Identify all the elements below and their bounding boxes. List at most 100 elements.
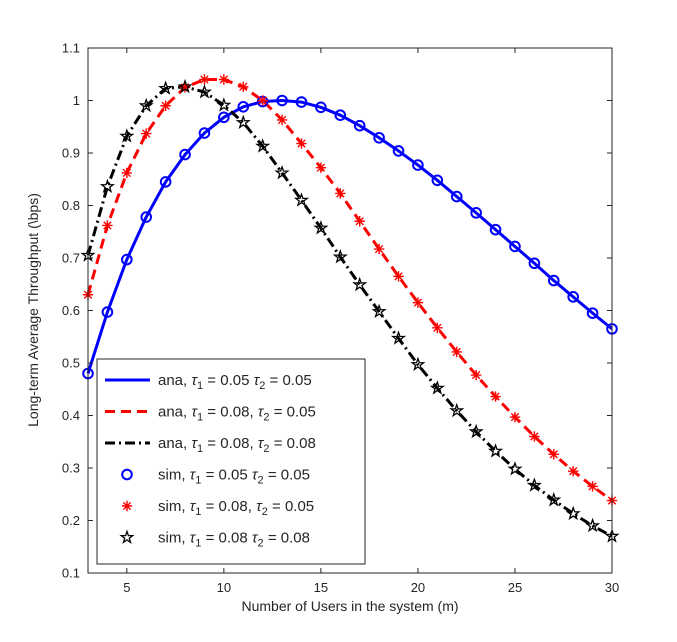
legend-tau2-value: 0.05 [281, 467, 310, 484]
equals: = [270, 404, 287, 421]
series-5-point [121, 167, 133, 179]
equals: = [265, 372, 282, 389]
series-4-point [121, 253, 133, 266]
series-2 [86, 78, 613, 502]
series-4-point [489, 223, 502, 236]
series-4-point [353, 119, 366, 132]
series-4-point [470, 207, 482, 219]
series-5-point [296, 138, 307, 149]
series-6-point [313, 220, 329, 235]
tau-symbol: τ [256, 498, 263, 515]
series-5-point [490, 391, 501, 402]
series-4-point [237, 101, 250, 113]
subscript: 2 [263, 412, 269, 424]
series-4-point [412, 159, 424, 171]
subscript: 1 [197, 412, 203, 424]
series-1 [86, 99, 613, 374]
legend-tau1-value: 0.08 [219, 530, 248, 547]
tau-symbol: τ [190, 498, 197, 515]
legend-tau2-value: 0.05 [282, 372, 311, 389]
series-5 [82, 74, 618, 506]
subscript: 1 [197, 380, 203, 392]
series-4-point [159, 176, 172, 188]
legend-label: ana, τ1 = 0.08, τ2 = 0.08 [158, 435, 316, 455]
legend-prefix: ana, [158, 404, 191, 421]
y-tick-label: 0.5 [62, 356, 80, 371]
series-5-point [529, 431, 540, 442]
subscript: 1 [195, 475, 201, 487]
series-5-point [315, 162, 327, 173]
series-4-point [218, 111, 230, 124]
equals: = [203, 372, 220, 389]
series-6-point [352, 276, 368, 292]
tau-symbol: τ [254, 372, 261, 389]
legend-tau2-value: 0.05 [287, 404, 316, 421]
series-5-point [102, 220, 113, 231]
series-6-point [177, 78, 193, 94]
series-6-point [119, 128, 135, 143]
y-tick-label: 1.1 [62, 41, 80, 56]
plot-series [80, 74, 620, 543]
x-tick-label: 5 [123, 580, 130, 595]
legend-tau2-value: 0.05 [285, 498, 314, 515]
tau-symbol: τ [252, 467, 259, 484]
tau-symbol: τ [258, 404, 265, 421]
series-5-point [373, 243, 385, 255]
series-5-point [335, 188, 346, 199]
legend-tau2-value: 0.08 [287, 435, 316, 452]
legend-item-3: ana, τ1 = 0.08, τ2 = 0.08 [105, 435, 316, 455]
legend-prefix: sim, [158, 498, 190, 515]
series-5-point [567, 465, 579, 477]
series-4-point [528, 257, 541, 270]
y-axis-title: Long-term Average Throughput (\bps) [25, 193, 41, 427]
y-tick-label: 0.1 [62, 566, 80, 581]
series-6-point [585, 517, 601, 533]
series-6 [80, 78, 620, 543]
series-6-point [507, 461, 523, 476]
series-6-point [99, 178, 115, 194]
legend-item-5: sim, τ1 = 0.08, τ2 = 0.05 [121, 498, 314, 518]
series-4-point [586, 307, 599, 319]
x-axis: 5 10 15 20 25 30 [123, 48, 619, 595]
series-6-point [332, 248, 348, 264]
legend-tau1-value: 0.08 [220, 435, 249, 452]
legend-prefix: ana, [158, 435, 191, 452]
subscript: 2 [259, 380, 265, 392]
series-5-point [509, 411, 521, 423]
legend-tau1-value: 0.08 [220, 404, 249, 421]
series-5-point [160, 100, 171, 111]
legend-label: sim, τ1 = 0.05 τ2 = 0.05 [158, 467, 310, 487]
y-tick-label: 0.8 [62, 198, 80, 213]
legend-box [96, 358, 366, 565]
tau-symbol: τ [191, 372, 198, 389]
series-6-point [235, 114, 251, 130]
series-5-point [548, 449, 559, 460]
legend-item-1: ana, τ1 = 0.05 τ2 = 0.05 [105, 372, 312, 392]
series-1-line [86, 99, 613, 374]
tau-symbol: τ [191, 435, 198, 452]
series-6-point [158, 80, 174, 95]
tau-symbol: τ [252, 530, 259, 547]
y-tick-label: 0.6 [62, 303, 80, 318]
series-4-point [373, 131, 385, 144]
series-6-point [138, 97, 154, 113]
series-6-point [274, 164, 290, 180]
subscript: 2 [262, 506, 268, 518]
legend-prefix: sim, [158, 530, 190, 547]
subscript: 1 [197, 443, 203, 455]
series-6-point [546, 492, 562, 507]
legend-item-6: sim, τ1 = 0.08 τ2 = 0.08 [119, 530, 310, 550]
equals: = [203, 435, 220, 452]
series-6-point [526, 477, 542, 492]
series-5-point [470, 369, 482, 381]
series-4-point [567, 291, 579, 303]
legend-item-2: ana, τ1 = 0.08, τ2 = 0.05 [105, 404, 316, 424]
legend-label: sim, τ1 = 0.08 τ2 = 0.08 [158, 530, 310, 550]
legend-item-4: sim, τ1 = 0.05 τ2 = 0.05 [121, 467, 310, 487]
equals: = [203, 404, 220, 421]
series-5-point [451, 346, 462, 358]
legend-separator: , [248, 498, 256, 515]
series-4-point [276, 94, 288, 107]
